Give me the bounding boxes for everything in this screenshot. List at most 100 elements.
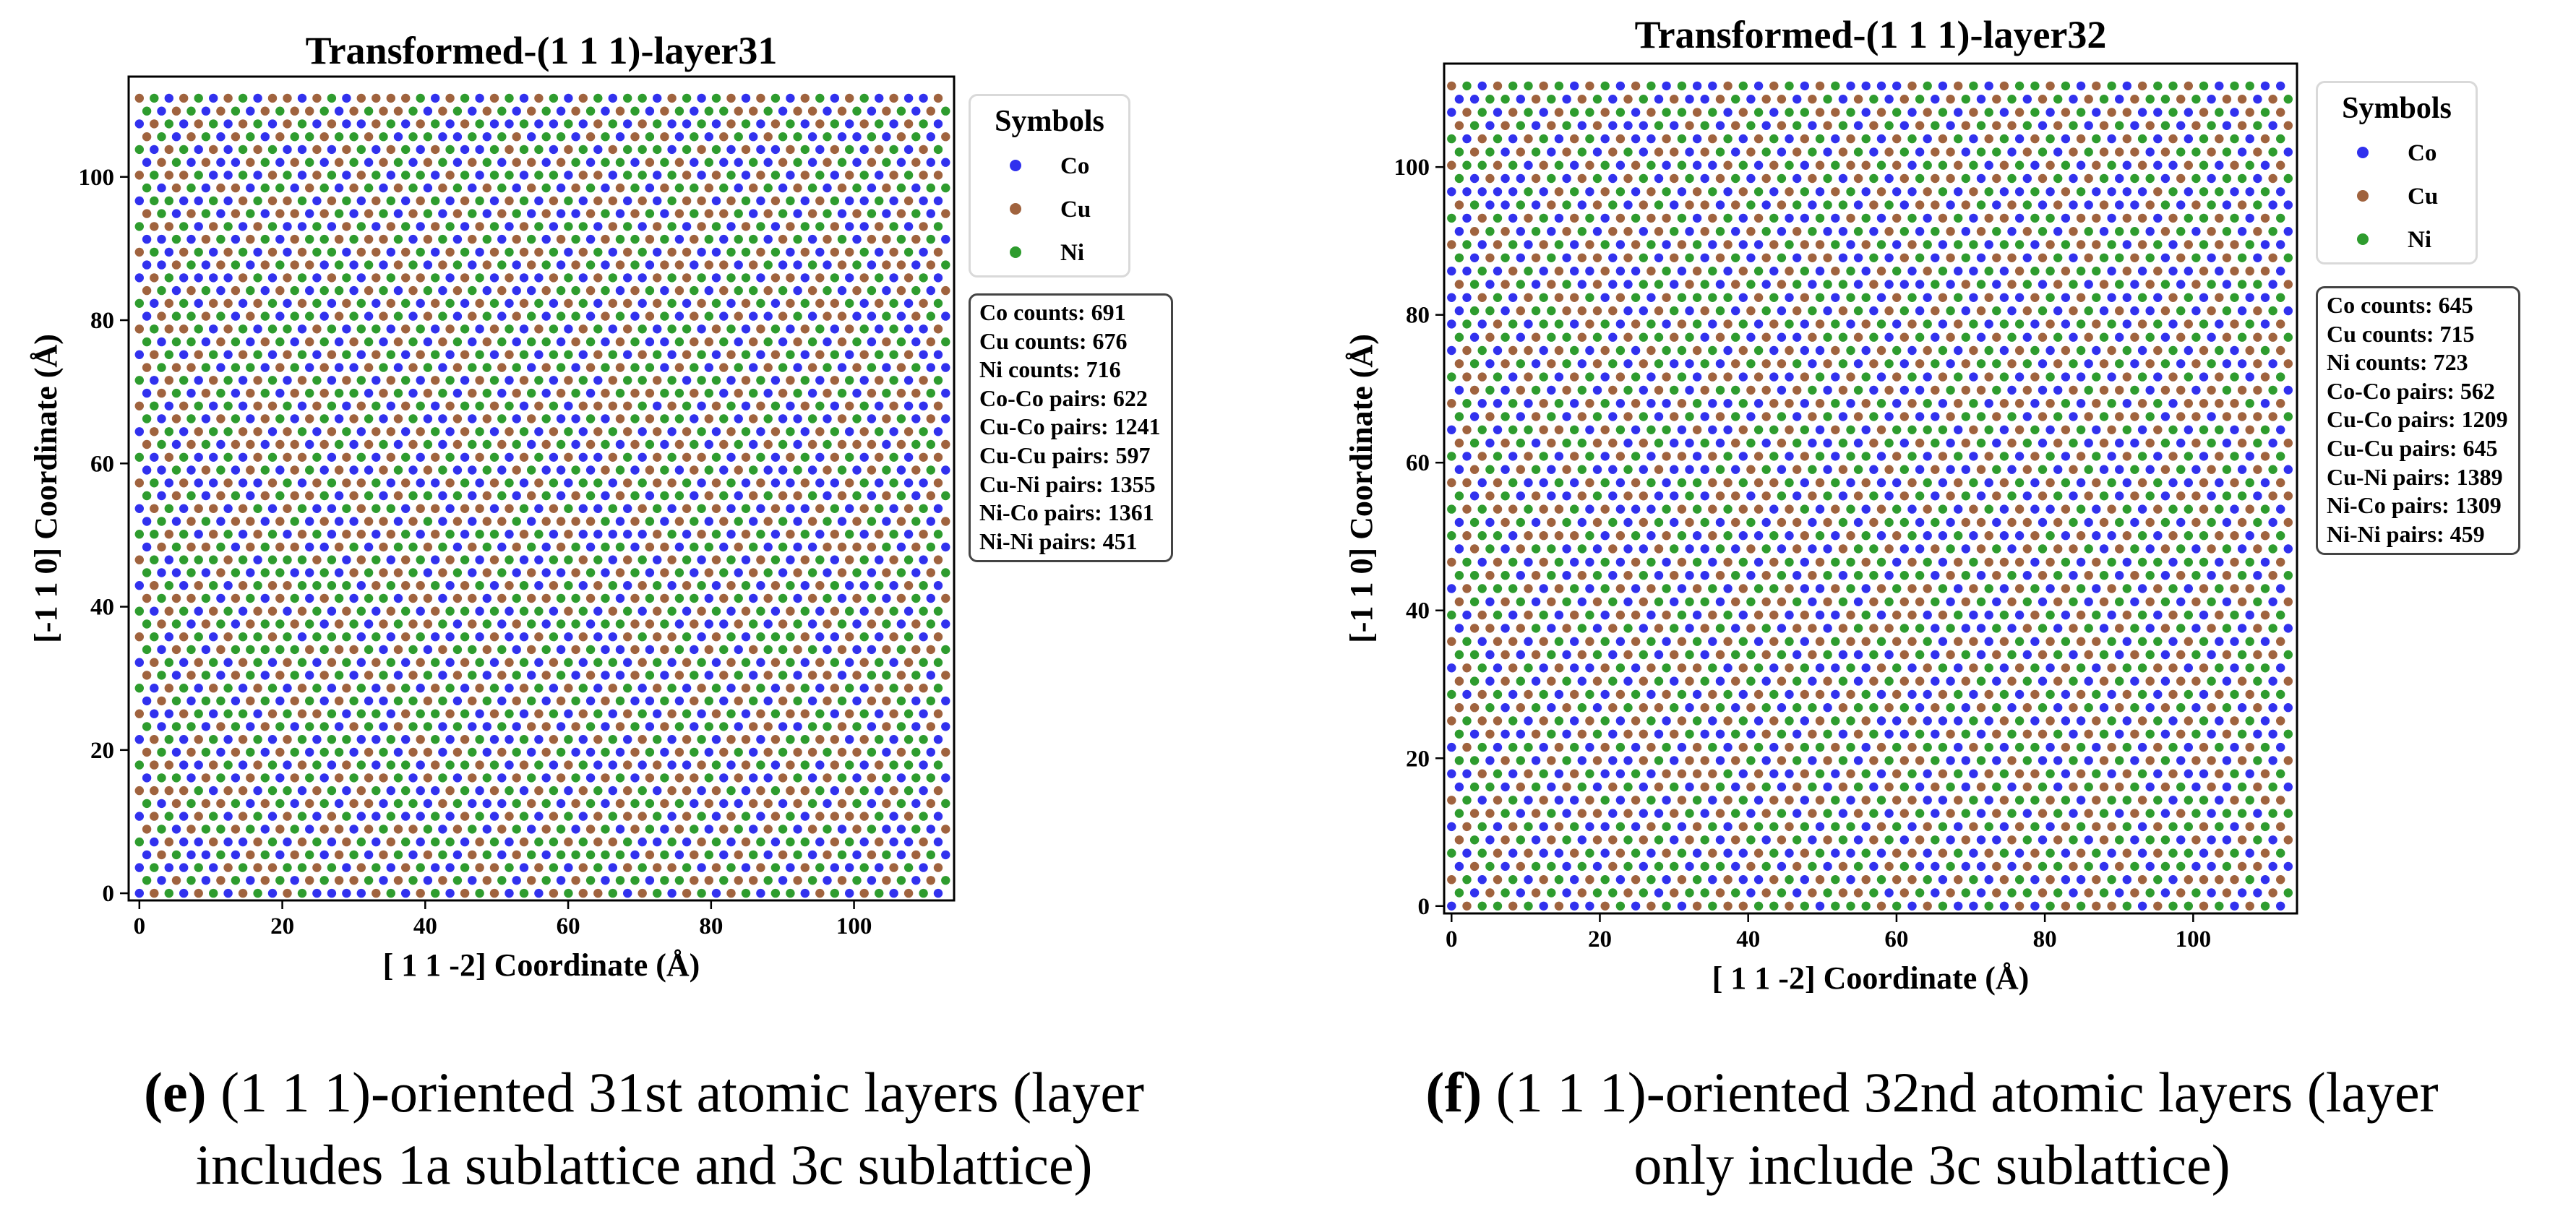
point-ni — [889, 478, 898, 488]
point-cu — [1785, 663, 1794, 673]
point-cu — [601, 696, 610, 706]
point-ni — [823, 439, 832, 449]
point-cu — [756, 247, 765, 257]
point-ni — [512, 825, 521, 834]
point-co — [823, 876, 832, 885]
point-cu — [372, 888, 381, 898]
point-ni — [578, 760, 588, 770]
point-ni — [933, 760, 943, 770]
point-ni — [1647, 875, 1656, 885]
point-cu — [585, 363, 596, 372]
point-ni — [157, 773, 166, 783]
point-cu — [889, 93, 898, 103]
point-co — [283, 222, 292, 231]
point-co — [223, 119, 233, 129]
point-ni — [933, 684, 943, 693]
point-ni — [1715, 782, 1725, 792]
point-ni — [608, 581, 617, 590]
point-ni — [919, 273, 928, 283]
point-ni — [1454, 650, 1464, 660]
point-cu — [2168, 769, 2178, 778]
point-co — [837, 209, 847, 218]
point-cu — [1823, 676, 1832, 686]
point-ni — [253, 504, 262, 513]
point-ni — [645, 132, 655, 142]
point-co — [1639, 809, 1648, 818]
point-ni — [749, 696, 758, 706]
point-ni — [608, 812, 617, 821]
point-co — [401, 196, 411, 206]
point-cu — [2260, 769, 2270, 778]
point-co — [1600, 769, 1610, 778]
point-co — [393, 285, 403, 296]
point-co — [142, 850, 152, 860]
point-ni — [1662, 822, 1671, 832]
point-co — [889, 196, 898, 206]
point-co — [1570, 901, 1579, 911]
point-ni — [482, 439, 491, 449]
point-co — [919, 93, 928, 103]
point-ni — [926, 311, 936, 321]
point-co — [763, 696, 773, 706]
point-ni — [2283, 571, 2293, 580]
point-ni — [319, 234, 329, 244]
point-cu — [778, 158, 788, 167]
point-co — [2207, 729, 2216, 739]
point-ni — [519, 196, 529, 206]
point-cu — [527, 414, 536, 423]
point-cu — [386, 837, 395, 847]
point-co — [1477, 875, 1487, 885]
point-co — [645, 876, 655, 885]
point-ni — [859, 401, 869, 410]
point-ni — [179, 555, 189, 564]
point-cu — [682, 171, 692, 180]
point-ni — [704, 722, 713, 731]
point-cu — [238, 658, 248, 667]
point-cu — [1969, 584, 1978, 593]
point-co — [238, 222, 248, 231]
point-cu — [527, 158, 536, 167]
point-ni — [1485, 782, 1495, 792]
point-ni — [667, 324, 677, 334]
point-co — [778, 337, 788, 347]
point-ni — [423, 825, 433, 834]
point-cu — [786, 684, 795, 693]
point-ni — [179, 684, 189, 693]
point-cu — [1861, 557, 1871, 567]
point-ni — [645, 671, 655, 680]
point-ni — [926, 388, 936, 398]
point-cu — [2061, 822, 2071, 832]
point-ni — [1831, 822, 1840, 832]
point-cu — [2199, 584, 2209, 593]
point-ni — [527, 311, 536, 321]
point-co — [690, 106, 699, 116]
point-ni — [231, 260, 241, 270]
point-cu — [253, 298, 262, 308]
point-ni — [1715, 703, 1725, 713]
point-cu — [867, 542, 877, 552]
point-ni — [1670, 624, 1679, 633]
point-co — [438, 671, 447, 680]
point-co — [1899, 729, 1909, 739]
point-ni — [889, 350, 898, 359]
point-co — [2276, 584, 2285, 593]
point-cu — [423, 542, 433, 552]
point-co — [1692, 848, 1702, 858]
point-ni — [171, 542, 181, 552]
point-ni — [941, 183, 950, 193]
point-cu — [830, 298, 840, 308]
point-cu — [342, 606, 351, 616]
point-cu — [356, 863, 366, 872]
point-cu — [933, 632, 943, 642]
point-cu — [379, 106, 388, 116]
point-cu — [372, 581, 381, 590]
point-cu — [667, 478, 677, 488]
point-ni — [379, 671, 388, 680]
point-co — [460, 452, 470, 462]
point-cu — [1670, 571, 1679, 580]
point-cu — [534, 863, 544, 872]
point-co — [527, 517, 536, 526]
point-cu — [534, 478, 544, 488]
point-co — [157, 234, 166, 244]
point-co — [875, 401, 884, 410]
